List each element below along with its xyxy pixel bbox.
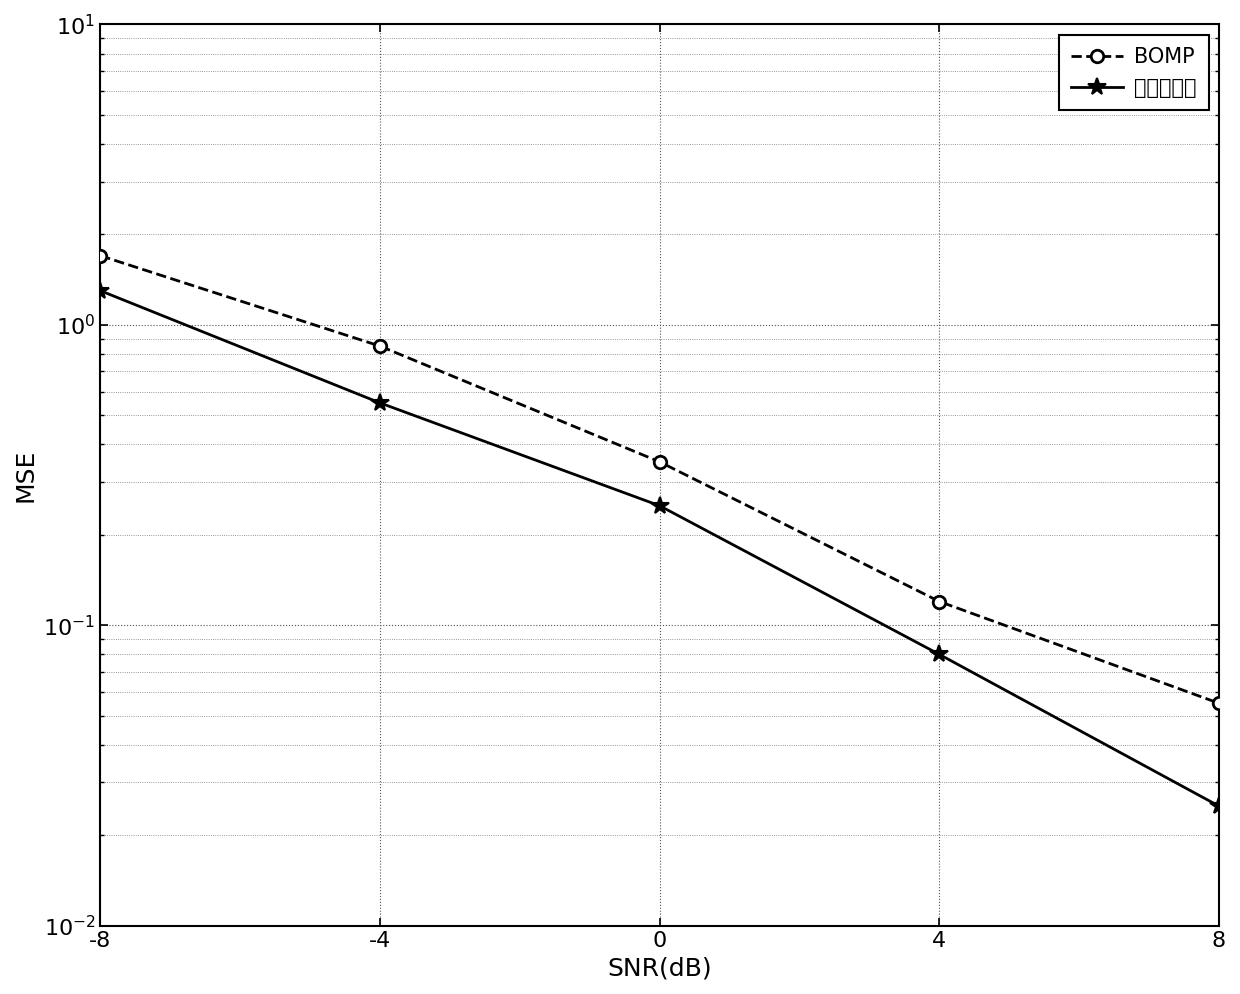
Legend: BOMP, 本发明方法: BOMP, 本发明方法 xyxy=(1059,35,1209,110)
本发明方法 xyxy=(652,500,667,512)
BOMP xyxy=(93,249,108,261)
本发明方法 xyxy=(932,648,947,660)
本发明方法 xyxy=(372,397,387,409)
BOMP xyxy=(652,456,667,468)
BOMP xyxy=(1211,698,1226,710)
Y-axis label: MSE: MSE xyxy=(14,448,38,502)
X-axis label: SNR(dB): SNR(dB) xyxy=(608,956,712,980)
Line: BOMP: BOMP xyxy=(94,249,1225,710)
BOMP xyxy=(932,595,947,607)
Line: 本发明方法: 本发明方法 xyxy=(92,281,1228,815)
BOMP xyxy=(372,340,387,352)
本发明方法 xyxy=(93,284,108,296)
本发明方法 xyxy=(1211,800,1226,812)
